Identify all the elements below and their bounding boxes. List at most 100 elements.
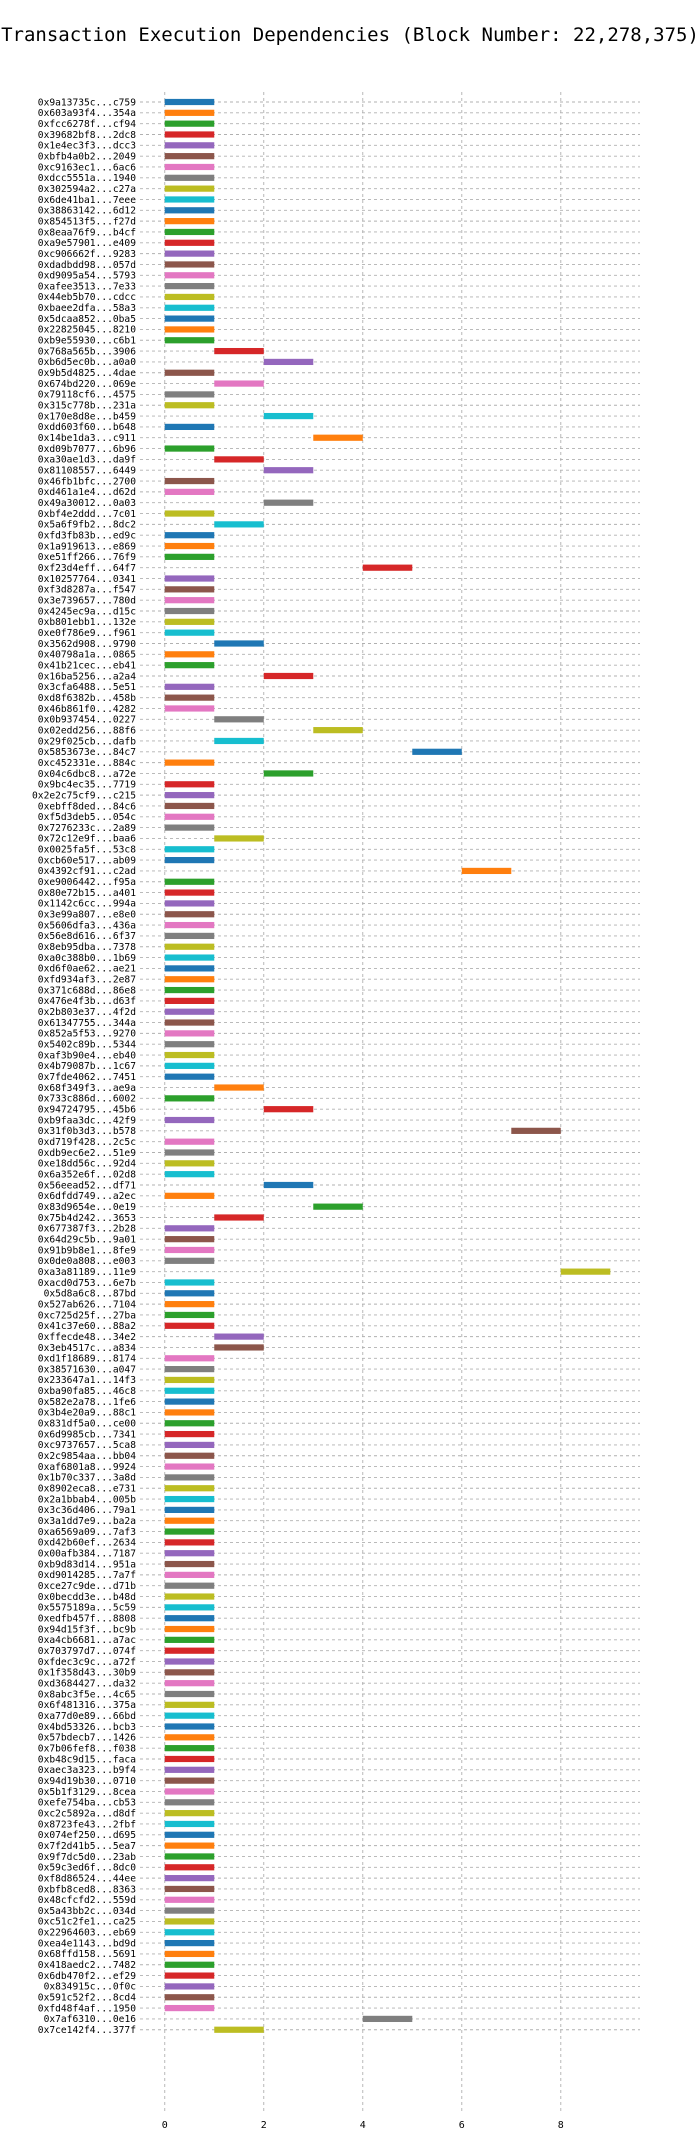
y-tick-label: 0x1a919613...e869	[38, 541, 136, 552]
y-tick-label: 0x6a352e6f...02d8	[38, 1169, 136, 1180]
transaction-bar	[164, 813, 215, 820]
y-tick-label: 0x80e72b15...a401	[38, 888, 136, 899]
transaction-bar	[164, 965, 215, 972]
transaction-bar	[214, 737, 264, 745]
transaction-bar	[164, 694, 215, 701]
transaction-bar	[164, 196, 215, 203]
y-tick-label: 0xa9e57901...e409	[38, 238, 136, 249]
transaction-bar	[164, 921, 215, 929]
y-tick-label: 0x1b70c337...3a8d	[38, 1473, 136, 1484]
y-tick-label: 0x38571630...a047	[38, 1364, 136, 1375]
transaction-bar	[164, 326, 215, 333]
transaction-bar	[164, 445, 215, 452]
y-tick-label: 0xa4cb6681...a7ac	[38, 1635, 136, 1646]
transaction-bar	[263, 358, 314, 366]
transaction-bar	[164, 575, 215, 582]
transaction-bar	[164, 293, 215, 301]
transaction-bar	[164, 218, 215, 225]
transaction-bar	[214, 521, 264, 528]
y-tick-label: 0x8723fe43...2fbf	[38, 1819, 136, 1830]
y-tick-label: 0x1142c6cc...994a	[38, 899, 136, 910]
transaction-bar	[164, 1030, 215, 1037]
transaction-bar	[164, 586, 215, 593]
transaction-bar	[164, 976, 215, 983]
y-tick-label: 0xd9014285...7a7f	[38, 1570, 136, 1581]
transaction-bar	[164, 824, 215, 831]
y-tick-label: 0xdcc5551a...1940	[38, 173, 136, 184]
transaction-bar	[164, 315, 215, 322]
y-tick-label: 0x0becdd3e...b48d	[38, 1592, 136, 1603]
y-tick-label: 0x3e99a807...e8e0	[38, 910, 136, 921]
y-tick-label: 0x46fb1bfc...2700	[38, 476, 136, 487]
y-tick-label: 0x4b79087b...1c67	[38, 1061, 136, 1072]
transaction-bar	[164, 1560, 215, 1568]
y-tick-label: 0xe18dd56c...92d4	[38, 1159, 136, 1170]
transaction-bar	[164, 997, 215, 1004]
y-tick-label: 0xedfb457f...8808	[38, 1614, 136, 1625]
y-tick-label: 0x6db470f2...ef29	[38, 1971, 136, 1982]
transaction-bar	[164, 759, 215, 766]
y-tick-label: 0xacd0d753...6e7b	[38, 1278, 136, 1289]
transaction-bar	[164, 1452, 215, 1459]
y-tick-label: 0xe0f786e9...f961	[38, 628, 136, 639]
transaction-bar	[164, 607, 215, 615]
transaction-bar	[164, 1246, 215, 1254]
y-tick-label: 0xd42b60ef...2634	[38, 1538, 136, 1549]
transaction-bar	[164, 1896, 215, 1903]
transaction-bar	[164, 781, 215, 788]
transaction-bar	[164, 1095, 215, 1102]
y-tick-label: 0x22825045...8210	[38, 325, 136, 336]
y-tick-label: 0x5d8a6c8...87bd	[44, 1289, 136, 1300]
y-tick-label: 0x56e8d616...6f37	[38, 931, 136, 942]
y-tick-label: 0x56eead52...df71	[38, 1180, 136, 1191]
transaction-bar	[164, 1615, 215, 1622]
y-tick-label: 0xffecde48...34e2	[38, 1332, 136, 1343]
y-tick-label: 0x418aedc2...7482	[38, 1960, 136, 1971]
transaction-bar	[164, 1236, 215, 1243]
y-tick-label: 0xd461a1e4...d62d	[38, 487, 136, 498]
transaction-bar	[164, 618, 215, 625]
transaction-bar	[164, 1311, 215, 1319]
transaction-bar	[164, 1994, 215, 2001]
transaction-bar	[164, 1116, 215, 1124]
y-tick-label: 0xf5d3deb5...054c	[38, 812, 136, 823]
y-tick-label: 0xa77d0e89...66bd	[38, 1711, 136, 1722]
transaction-bar	[214, 380, 264, 387]
y-tick-label: 0x0025fa5f...53c8	[38, 845, 136, 856]
transaction-bar	[164, 1528, 215, 1535]
transaction-bar	[164, 1972, 215, 1979]
transaction-bar	[164, 1940, 215, 1947]
transaction-bar	[164, 1669, 215, 1676]
transaction-bar	[164, 1853, 215, 1860]
transaction-bar	[164, 1961, 215, 1968]
y-tick-label: 0x8abc3f5e...4c65	[38, 1689, 136, 1700]
transaction-bar	[164, 163, 215, 171]
y-tick-label: 0x81108557...6449	[38, 466, 136, 477]
transaction-bar	[164, 1398, 215, 1405]
transaction-bar	[164, 792, 215, 799]
y-tick-label: 0x6de41ba1...7eee	[38, 195, 136, 206]
transaction-bar	[164, 283, 215, 290]
y-tick-label: 0x3a1dd7e9...ba2a	[38, 1516, 136, 1527]
y-tick-label: 0x677387f3...2b28	[38, 1224, 136, 1235]
y-tick-label: 0x79118cf6...4575	[38, 390, 136, 401]
transaction-bar	[164, 1463, 215, 1470]
y-tick-label: 0xa0c388b0...1b69	[38, 953, 136, 964]
y-tick-label: 0xd3684427...da32	[38, 1678, 136, 1689]
y-tick-label: 0x371c688d...86e8	[38, 985, 136, 996]
transaction-bar	[263, 412, 314, 420]
transaction-bar	[164, 98, 215, 106]
y-tick-label: 0x3b4e20a9...88c1	[38, 1408, 136, 1419]
transaction-bar	[164, 1257, 215, 1264]
y-tick-label: 0x3e739657...780d	[38, 595, 136, 606]
y-tick-label: 0xafee3513...7e33	[38, 281, 136, 292]
transaction-bar	[164, 185, 215, 192]
y-tick-label: 0xc51c2fe1...ca25	[38, 1917, 136, 1928]
y-tick-label: 0x68f349f3...ae9a	[38, 1083, 136, 1094]
y-tick-label: 0x10257764...0341	[38, 574, 136, 585]
y-tick-label: 0xa6569a09...7af3	[38, 1527, 136, 1538]
y-tick-label: 0x5853673e...84c7	[38, 747, 136, 758]
transaction-bar	[164, 1777, 215, 1784]
transaction-bar	[164, 1171, 215, 1178]
